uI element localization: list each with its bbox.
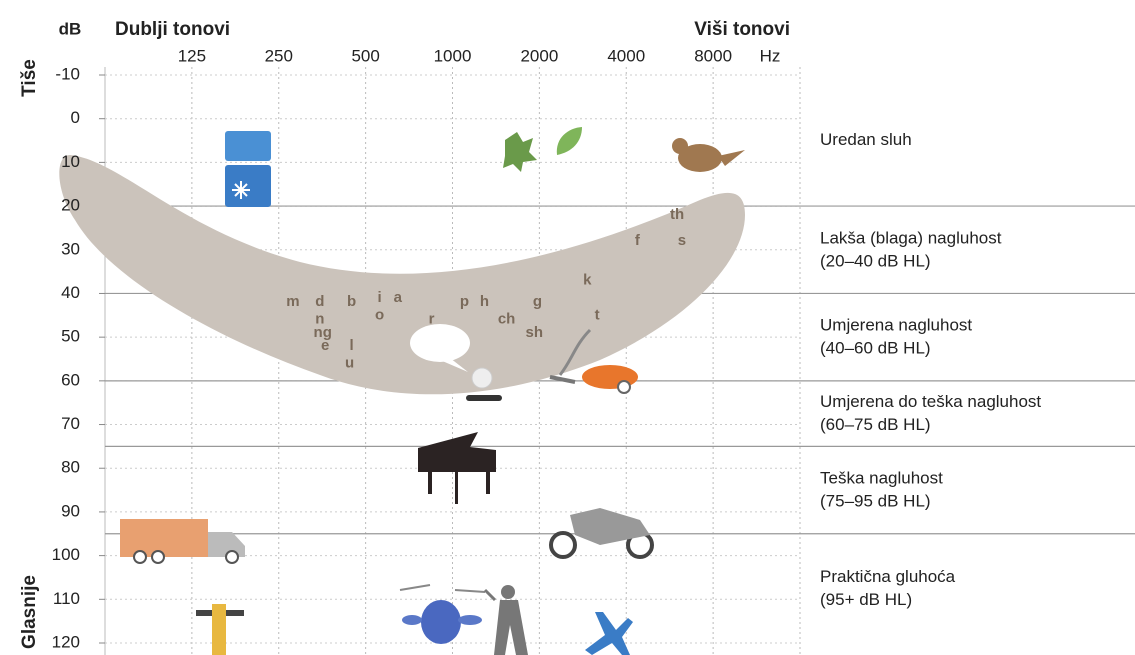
phoneme: th (670, 206, 684, 223)
level-range: (95+ dB HL) (820, 590, 912, 609)
icon-motorcycle (551, 508, 652, 557)
phoneme: a (394, 289, 403, 306)
level-range: (20–40 dB HL) (820, 251, 931, 270)
y-tick-label: 120 (52, 632, 80, 651)
y-tick-label: 50 (61, 327, 80, 346)
phoneme: s (678, 232, 686, 249)
phoneme: sh (526, 324, 544, 341)
icon-leaf (557, 127, 582, 155)
speech-banana (59, 155, 745, 394)
x-tick-label: 250 (265, 46, 293, 65)
phoneme: p (460, 293, 469, 310)
phoneme: e (321, 337, 329, 354)
y-tick-label: 70 (61, 414, 80, 433)
y-tick-label: 60 (61, 370, 80, 389)
phoneme: u (345, 354, 354, 371)
phoneme: b (347, 293, 356, 310)
phoneme: l (349, 337, 353, 354)
phoneme: k (583, 271, 592, 288)
y-tick-label: 0 (71, 108, 80, 127)
quieter-label: Tiše (19, 59, 40, 97)
y-tick-label: 10 (61, 152, 80, 171)
level-range: (60–75 dB HL) (820, 415, 931, 434)
louder-label: Glasnije (19, 575, 40, 649)
y-unit: dB (59, 19, 82, 38)
phoneme: t (595, 306, 600, 323)
low-tones-label: Dublji tonovi (115, 19, 230, 40)
y-tick-label: 30 (61, 239, 80, 258)
icon-leaf (503, 132, 537, 172)
page: 125 250 500 1000 2000 4000 8000 -10 0 10 20 30 40 50 6… (0, 0, 1135, 655)
x-unit: Hz (760, 46, 781, 65)
y-tick-label: 80 (61, 458, 80, 477)
icon-singer (485, 585, 528, 655)
level-name: Umjerena do teška nagluhost (820, 392, 1041, 411)
y-tick-label: 110 (53, 589, 80, 608)
level-name: Teška nagluhost (820, 469, 943, 488)
phoneme: h (480, 293, 489, 310)
high-tones-label: Viši tonovi (694, 19, 790, 40)
icon-drums (400, 585, 485, 644)
icon-truck (120, 519, 245, 563)
x-tick-label: 500 (351, 46, 379, 65)
y-tick-label: 90 (61, 501, 80, 520)
icon-piano (418, 432, 496, 504)
phoneme: d (315, 293, 324, 310)
icon-radio (225, 131, 271, 161)
icon-bird (672, 138, 745, 172)
phoneme: ch (498, 311, 516, 328)
level-name: Praktična gluhoća (820, 567, 956, 586)
phoneme: m (286, 293, 299, 310)
level-name: Lakša (blaga) nagluhost (820, 228, 1002, 247)
y-tick-label: 20 (61, 196, 80, 215)
level-range: (75–95 dB HL) (820, 492, 931, 511)
level-range: (40–60 dB HL) (820, 339, 931, 358)
x-tick-label: 1000 (434, 46, 472, 65)
phoneme: r (429, 311, 435, 328)
x-tick-label: 2000 (520, 46, 558, 65)
y-tick-label: -10 (55, 64, 80, 83)
level-name: Uredan sluh (820, 130, 912, 149)
y-tick-label: 100 (52, 545, 80, 564)
phoneme: o (375, 306, 384, 323)
icon-fridge (225, 165, 271, 207)
level-name: Umjerena nagluhost (820, 316, 972, 335)
audiogram: 125 250 500 1000 2000 4000 8000 -10 0 10 20 30 40 50 6… (0, 0, 1135, 655)
x-tick-label: 4000 (607, 46, 645, 65)
x-tick-label: 125 (178, 46, 206, 65)
x-tick-label: 8000 (694, 46, 732, 65)
phoneme: i (378, 289, 382, 306)
icon-jackhammer (196, 604, 244, 655)
phoneme: g (533, 293, 542, 310)
y-tick-label: 40 (61, 283, 80, 302)
